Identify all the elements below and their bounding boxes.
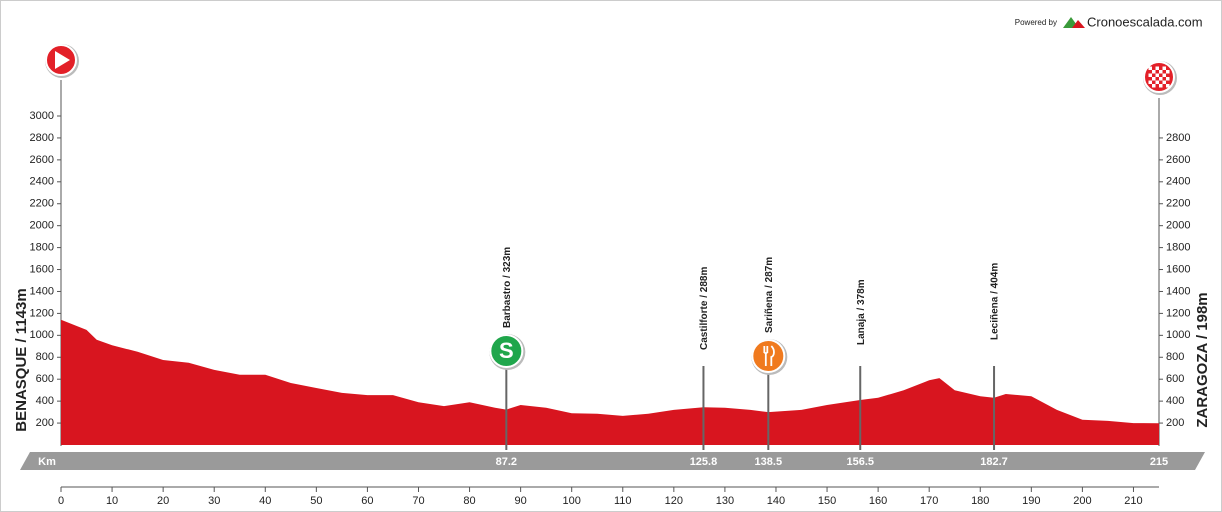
km-marker-label: 182.7: [980, 456, 1008, 468]
elevation-profile: [61, 319, 1159, 445]
logo-mountain: [1072, 20, 1085, 28]
x-tick-label: 170: [920, 495, 938, 507]
y-tick-label: 1600: [30, 263, 54, 275]
y-tick-label: 2200: [30, 198, 54, 210]
y2-tick-label: 2400: [1166, 176, 1190, 188]
y-tick-label: 1400: [30, 285, 54, 297]
checker: [1159, 77, 1163, 81]
start-label: BENASQUE / 1143m: [13, 288, 30, 431]
y2-tick-label: 200: [1166, 417, 1184, 429]
y2-tick-label: 1600: [1166, 263, 1190, 275]
site-name: Cronoescalada.com: [1087, 14, 1203, 29]
checker: [1162, 80, 1166, 84]
waypoint-label: Lanaja / 378m: [856, 279, 867, 345]
y2-tick-label: 1800: [1166, 242, 1190, 254]
x-tick-label: 210: [1124, 495, 1142, 507]
y-tick-label: 1200: [30, 307, 54, 319]
x-tick-label: 200: [1073, 495, 1091, 507]
x-tick-label: 180: [971, 495, 989, 507]
feed-icon: [751, 339, 786, 373]
km-unit: Km: [38, 456, 56, 468]
checker: [1155, 66, 1159, 70]
x-tick-label: 160: [869, 495, 887, 507]
sprint-letter: S: [499, 338, 514, 363]
y2-tick-label: 1400: [1166, 285, 1190, 297]
x-tick-label: 120: [665, 495, 683, 507]
x-tick-label: 150: [818, 495, 836, 507]
checker: [1155, 73, 1159, 77]
x-tick-label: 140: [767, 495, 785, 507]
x-tick-label: 90: [515, 495, 527, 507]
waypoint-label: Sariñena / 287m: [764, 257, 775, 333]
x-tick-label: 100: [563, 495, 581, 507]
checker: [1148, 80, 1152, 84]
checker: [1152, 84, 1156, 88]
checker: [1166, 77, 1170, 81]
y-tick-label: 2800: [30, 132, 54, 144]
km-marker-label: 125.8: [690, 456, 718, 468]
x-tick-label: 20: [157, 495, 169, 507]
y-tick-label: 2600: [30, 154, 54, 166]
x-tick-label: 40: [259, 495, 271, 507]
x-tick-label: 70: [412, 495, 424, 507]
y2-tick-label: 1200: [1166, 307, 1190, 319]
x-tick-label: 80: [463, 495, 475, 507]
start-icon: [45, 44, 79, 78]
y-tick-label: 3000: [30, 110, 54, 122]
x-tick-label: 10: [106, 495, 118, 507]
x-tick-label: 30: [208, 495, 220, 507]
y2-tick-label: 2600: [1166, 154, 1190, 166]
x-tick-label: 190: [1022, 495, 1040, 507]
km-marker-label: 215: [1150, 456, 1168, 468]
checker: [1162, 73, 1166, 77]
km-marker-label: 138.5: [755, 456, 783, 468]
y-tick-label: 2400: [30, 176, 54, 188]
checker: [1148, 73, 1152, 77]
finish-label: ZARAGOZA / 198m: [1194, 292, 1211, 427]
checker: [1155, 80, 1159, 84]
y2-tick-label: 400: [1166, 395, 1184, 407]
checker: [1148, 66, 1152, 70]
y-tick-label: 2000: [30, 220, 54, 232]
y2-tick-label: 2800: [1166, 132, 1190, 144]
x-tick-label: 110: [614, 495, 632, 507]
checker: [1159, 70, 1163, 74]
powered-by: Powered by: [1015, 18, 1057, 27]
finish-icon: [1143, 61, 1177, 95]
y-tick-label: 1000: [30, 329, 54, 341]
waypoint-label: Barbastro / 323m: [502, 247, 513, 328]
km-marker-label: 156.5: [846, 456, 874, 468]
x-tick-label: 60: [361, 495, 373, 507]
waypoint-label: Castilforte / 288m: [699, 267, 710, 350]
checker: [1152, 77, 1156, 81]
y-tick-label: 600: [36, 373, 54, 385]
checker: [1166, 84, 1170, 88]
x-tick-label: 0: [58, 495, 64, 507]
feed-fork: [763, 345, 775, 366]
checker: [1159, 84, 1163, 88]
x-tick-label: 50: [310, 495, 322, 507]
km-marker-label: 87.2: [496, 456, 517, 468]
checker: [1152, 70, 1156, 74]
x-tick-label: 130: [716, 495, 734, 507]
y2-tick-label: 800: [1166, 351, 1184, 363]
checker: [1162, 66, 1166, 70]
y2-tick-label: 600: [1166, 373, 1184, 385]
checker: [1166, 70, 1170, 74]
y-tick-label: 200: [36, 417, 54, 429]
y-tick-label: 800: [36, 351, 54, 363]
y2-tick-label: 2000: [1166, 220, 1190, 232]
y2-tick-label: 2200: [1166, 198, 1190, 210]
y2-tick-label: 1000: [1166, 329, 1190, 341]
km-band: [20, 452, 1205, 470]
waypoint-label: Leciñena / 404m: [990, 263, 1001, 340]
y-tick-label: 400: [36, 395, 54, 407]
y-tick-label: 1800: [30, 242, 54, 254]
sprint-icon: [489, 334, 524, 368]
